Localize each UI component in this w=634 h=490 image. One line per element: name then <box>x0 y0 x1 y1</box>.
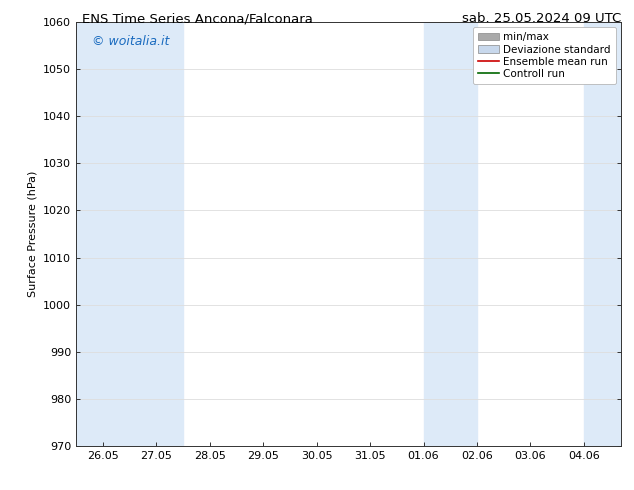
Bar <box>584 22 621 446</box>
Text: © woitalia.it: © woitalia.it <box>93 35 170 48</box>
Text: ENS Time Series Ancona/Falconara: ENS Time Series Ancona/Falconara <box>82 12 313 25</box>
Bar <box>76 22 129 446</box>
Y-axis label: Surface Pressure (hPa): Surface Pressure (hPa) <box>27 171 37 297</box>
Text: sab. 25.05.2024 09 UTC: sab. 25.05.2024 09 UTC <box>462 12 621 25</box>
Legend: min/max, Deviazione standard, Ensemble mean run, Controll run: min/max, Deviazione standard, Ensemble m… <box>473 27 616 84</box>
Bar <box>424 22 477 446</box>
Bar <box>129 22 183 446</box>
